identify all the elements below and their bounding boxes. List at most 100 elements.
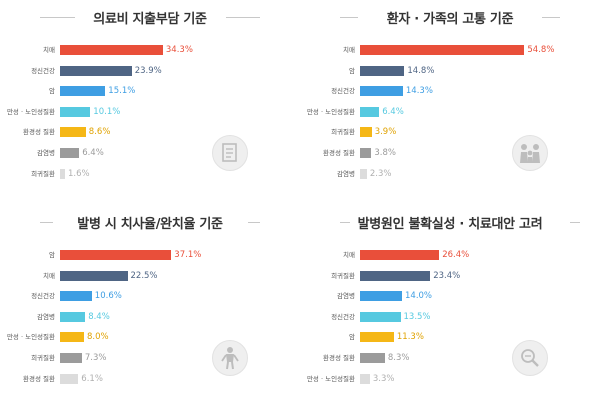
bar bbox=[60, 127, 86, 138]
category-label: 감염병 bbox=[37, 312, 55, 321]
value-label: 6.4% bbox=[82, 148, 104, 158]
bar bbox=[60, 250, 172, 260]
bar-row: 정신건강 13.5% bbox=[300, 311, 600, 323]
bar-row: 희귀질환 23.4% bbox=[300, 270, 600, 282]
category-label: 치매 bbox=[343, 46, 355, 54]
category-label: 정신건강 bbox=[31, 292, 55, 301]
bar-row: 정신건강 23.9% bbox=[0, 65, 300, 77]
bar-row: 환경성 질환 6.1% bbox=[0, 373, 300, 385]
chart-title: 발병 시 치사율/완치율 기준 bbox=[77, 217, 223, 232]
category-label: 치매 bbox=[43, 271, 55, 280]
category-label: 만성 · 노인성질환 bbox=[306, 107, 355, 116]
bar bbox=[60, 45, 163, 55]
bar-row: 환경성 질환 8.6% bbox=[0, 126, 300, 138]
title-divider-left bbox=[340, 17, 358, 18]
value-label: 23.9% bbox=[134, 65, 162, 76]
chart-title: 환자 · 가족의 고통 기준 bbox=[386, 12, 514, 27]
bar-row: 만성 · 노인성질환 6.4% bbox=[300, 106, 600, 118]
bar bbox=[360, 127, 372, 138]
title-divider-right bbox=[542, 17, 560, 18]
bar-row: 암 14.8% bbox=[300, 65, 600, 77]
bar bbox=[360, 65, 405, 76]
value-label: 26.4% bbox=[442, 250, 470, 260]
category-label: 암 bbox=[49, 251, 55, 259]
bar bbox=[60, 106, 91, 117]
category-label: 희귀질환 bbox=[331, 271, 355, 280]
value-label: 1.6% bbox=[68, 168, 90, 179]
bar-row: 정신건강 14.3% bbox=[300, 85, 600, 97]
bar bbox=[360, 106, 380, 117]
chart-panel: 의료비 지출부담 기준 치매 34.3% 정신건강 23.9% 암 15.1% 만성 · 노인… bbox=[0, 0, 300, 205]
chart-title: 의료비 지출부담 기준 bbox=[93, 12, 207, 27]
bar-row: 암 11.3% bbox=[300, 331, 600, 343]
bar-row: 희귀질환 7.3% bbox=[0, 352, 300, 364]
category-label: 희귀질환 bbox=[331, 128, 355, 137]
bar bbox=[360, 291, 402, 302]
bar-row: 환경성 질환 3.8% bbox=[300, 147, 600, 159]
bar bbox=[360, 270, 431, 281]
value-label: 6.1% bbox=[81, 373, 103, 384]
category-label: 환경성 질환 bbox=[323, 354, 355, 362]
person-icon bbox=[212, 340, 248, 376]
category-label: 환경성 질환 bbox=[23, 128, 55, 137]
value-label: 10.1% bbox=[93, 106, 121, 117]
bar-row: 치매 22.5% bbox=[0, 270, 300, 282]
bar-row: 만성 · 노인성질환 3.3% bbox=[300, 373, 600, 385]
bar-row: 감염병 14.0% bbox=[300, 290, 600, 302]
bar bbox=[60, 373, 79, 384]
bar bbox=[360, 353, 385, 363]
value-label: 8.4% bbox=[88, 311, 110, 322]
bar bbox=[360, 250, 440, 260]
magnifier-icon bbox=[512, 340, 548, 376]
bar bbox=[60, 148, 80, 158]
value-label: 3.8% bbox=[374, 148, 396, 158]
category-label: 암 bbox=[349, 333, 355, 342]
bar-row: 희귀질환 3.9% bbox=[300, 126, 600, 138]
category-label: 치매 bbox=[343, 251, 355, 259]
bar-row: 만성 · 노인성질환 10.1% bbox=[0, 106, 300, 118]
bar-row: 치매 54.8% bbox=[300, 44, 600, 56]
bar bbox=[60, 86, 106, 97]
bar bbox=[360, 148, 372, 158]
category-label: 감염병 bbox=[37, 149, 55, 157]
value-label: 2.3% bbox=[369, 168, 392, 179]
value-label: 54.8% bbox=[527, 45, 555, 55]
bar-row: 환경성 질환 8.3% bbox=[300, 352, 600, 364]
category-label: 만성 · 노인성질환 bbox=[6, 107, 55, 116]
bar bbox=[360, 373, 370, 384]
bar-row: 암 37.1% bbox=[0, 249, 300, 261]
category-label: 감염병 bbox=[337, 169, 355, 178]
title-divider-left bbox=[40, 17, 75, 18]
title-divider-right bbox=[247, 222, 260, 223]
bar-row: 정신건강 10.6% bbox=[0, 290, 300, 302]
value-label: 8.0% bbox=[87, 332, 109, 343]
title-divider-left bbox=[340, 222, 350, 223]
bar-row: 치매 26.4% bbox=[300, 249, 600, 261]
category-label: 희귀질환 bbox=[31, 169, 55, 178]
bar-row: 희귀질환 1.6% bbox=[0, 168, 300, 180]
category-label: 만성 · 노인성질환 bbox=[6, 333, 55, 342]
category-label: 치매 bbox=[43, 46, 55, 54]
bar bbox=[360, 86, 403, 97]
bar bbox=[360, 311, 401, 322]
value-label: 14.3% bbox=[405, 86, 433, 97]
family-icon bbox=[512, 135, 548, 171]
bar bbox=[360, 332, 394, 343]
category-label: 환경성 질환 bbox=[323, 149, 355, 157]
category-label: 암 bbox=[349, 66, 355, 75]
category-label: 암 bbox=[49, 87, 55, 96]
value-label: 14.8% bbox=[407, 65, 435, 76]
title-divider-right bbox=[569, 222, 580, 223]
category-label: 정신건강 bbox=[31, 66, 55, 75]
bar-row: 암 15.1% bbox=[0, 85, 300, 97]
value-label: 23.4% bbox=[433, 270, 461, 281]
value-label: 10.6% bbox=[94, 291, 122, 302]
value-label: 22.5% bbox=[130, 270, 158, 281]
bar bbox=[60, 332, 84, 343]
bar-row: 만성 · 노인성질환 8.0% bbox=[0, 331, 300, 343]
value-label: 3.3% bbox=[372, 373, 395, 384]
bar bbox=[60, 168, 65, 179]
value-label: 14.0% bbox=[405, 291, 433, 302]
value-label: 15.1% bbox=[108, 86, 136, 97]
